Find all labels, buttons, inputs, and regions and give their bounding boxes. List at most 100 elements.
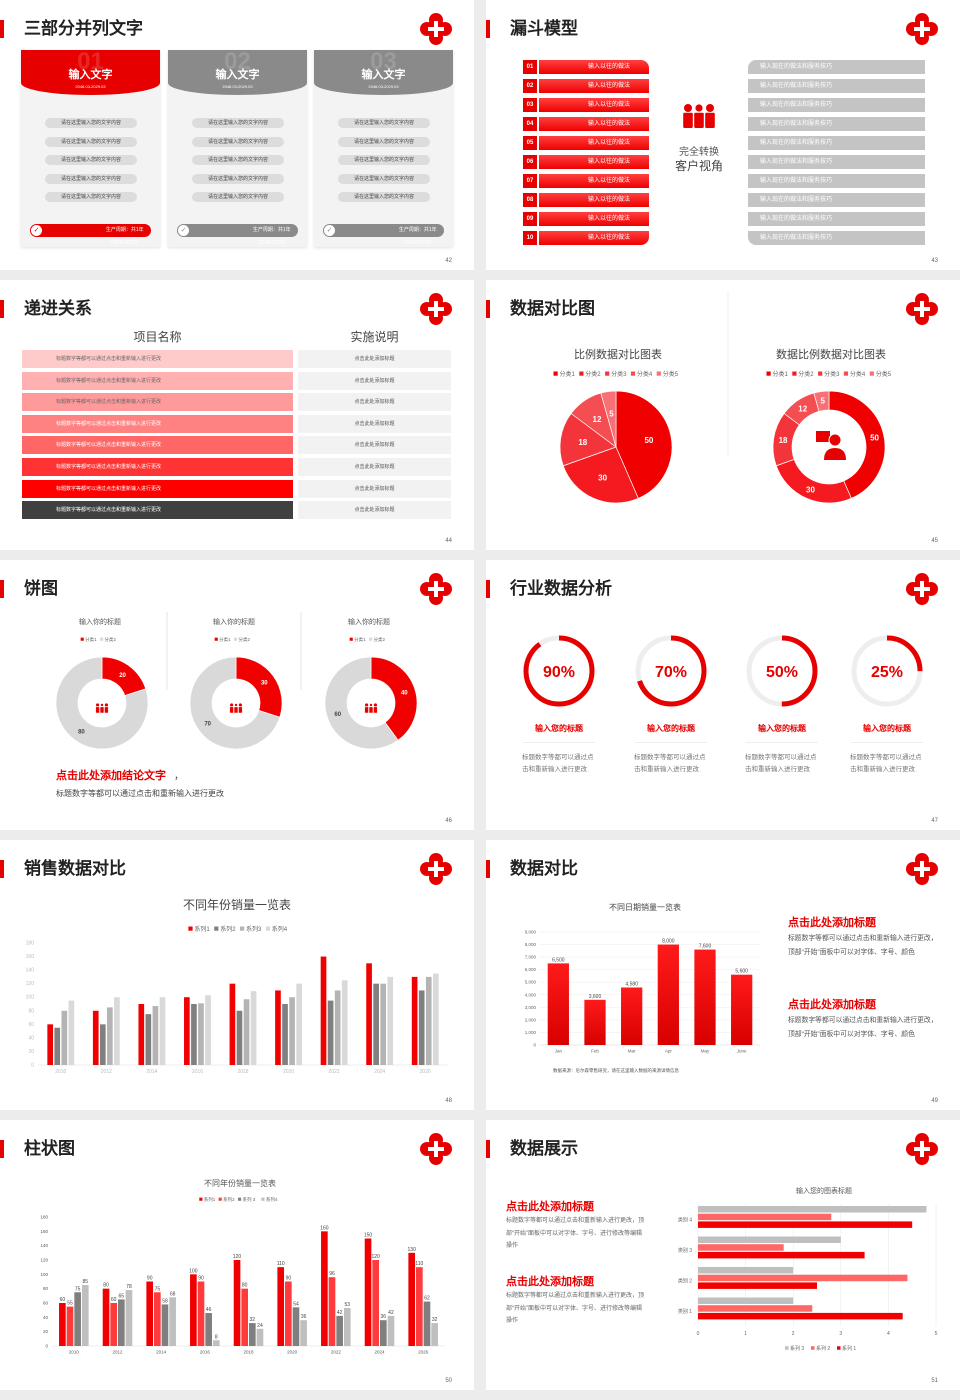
slide-content: 不同年份销量一览表 系列1 系列2 系列 3 系列4 0 20 40 60 80 100 120 140… (0, 1120, 474, 1390)
slide-content: 输入您的图表标题 0 1 2 3 4 5 类别 1 类别 2 类别 3 类别 4 系列 3 系列 2 系列… (486, 1120, 960, 1390)
data-label: 96 (329, 1271, 335, 1277)
legend-swatch (188, 926, 193, 931)
slide-title: 数据对比 (510, 859, 578, 878)
bar-类别 3-系列 3 (698, 1236, 841, 1243)
agent-head (828, 433, 842, 447)
card-item: 请在这里输入您的文字内容 (338, 155, 430, 165)
data-label: 53 (345, 1302, 351, 1308)
x-tick-label: 3 (839, 1331, 842, 1337)
person-head (368, 702, 373, 707)
bar-2022-系列2 (327, 1000, 334, 1065)
data-label: 20 (119, 673, 126, 679)
block-text: 标题数字等都可以通过点击和重新输入进行更改，顶部“开始”面板中可以对字体、字号、… (506, 1218, 645, 1249)
person-head (100, 702, 105, 707)
bar-2014-系列4 (169, 1297, 176, 1346)
old-practice-row: 输入以往的做法 (539, 79, 649, 93)
progress-row: 标题数字等都可以通过点击和重新输入进行更改 (22, 501, 293, 520)
legend-swatch (369, 637, 373, 641)
legend-swatch (811, 1346, 815, 1350)
slide-title: 三部分并列文字 (24, 19, 143, 38)
x-tick-label: 2 (792, 1331, 795, 1337)
data-label: 30 (261, 681, 268, 687)
title-accent-bar (486, 1140, 490, 1158)
card-number: 03 (370, 48, 397, 75)
data-label: 85 (83, 1279, 89, 1285)
bar-2024-系列4 (387, 1315, 395, 1346)
slide-45: 数据对比图 45 比例数据对比图表 分类1 分类2 分类3 分类4 分类5 50 30 18 12 5 数… (486, 280, 960, 550)
gauge-text: 标题数字等都可以通过点击和重新输入进行更改 (745, 754, 817, 773)
bar-Mar-value (621, 987, 643, 1045)
legend-label: 分类5 (663, 370, 679, 378)
legend-label: 分类2 (105, 636, 117, 643)
new-practice-row: 输入现在的做法和服务技巧 (748, 212, 925, 226)
logo-cross-h (428, 307, 444, 311)
data-label: 46 (206, 1307, 212, 1313)
legend-label: 系列2 (220, 925, 236, 933)
check-circle-icon: ✓ (178, 225, 189, 236)
data-label: 75 (75, 1286, 81, 1292)
card-item: 请在这里输入您的文字内容 (192, 155, 284, 165)
customer-service-icon (816, 431, 846, 460)
bar-2016-系列1 (184, 997, 190, 1065)
card-item: 请在这里输入您的文字内容 (45, 118, 137, 128)
data-label: 80 (103, 1283, 109, 1289)
card-item: 请在这里输入您的文字内容 (45, 155, 137, 165)
card-item: 请在这里输入您的文字内容 (192, 136, 284, 147)
progress-row: 标题数字等都可以通过点击和重新输入进行更改 (22, 393, 293, 412)
logo-cross-h (914, 27, 930, 31)
data-label: 12 (798, 404, 807, 413)
x-tick-label: June (737, 1049, 747, 1054)
bar-2010-系列1 (59, 1303, 66, 1346)
person-head (96, 703, 100, 707)
bar-2026-系列1 (411, 976, 418, 1065)
row-number: 05 (523, 136, 537, 150)
title-accent-bar (486, 860, 490, 878)
x-tick-label: 2012 (101, 1069, 112, 1075)
progress-row: 标题数字等都可以通过点击和重新输入进行更改 (22, 436, 293, 455)
data-label: 30 (806, 485, 815, 494)
bar-2010-系列3 (61, 1010, 68, 1065)
red-cross-heart-icon (420, 853, 452, 885)
card-header (314, 50, 453, 95)
row-number: 04 (523, 117, 537, 131)
center-label-top: 完全转换 (679, 147, 719, 158)
page-number: 48 (445, 1098, 452, 1104)
card-footer: ✓ 生产周期：共1年（2048-2029） (177, 224, 298, 246)
card-item: 请在这里输入您的文字内容 (338, 192, 430, 202)
person-body (368, 706, 374, 714)
slide-title: 递进关系 (24, 299, 92, 318)
card-number: 02 (224, 48, 251, 75)
gauge-percent: 90% (543, 664, 575, 681)
card-header (168, 50, 307, 95)
gauge-fill (635, 635, 707, 707)
gauge-divider (635, 742, 707, 743)
red-cross-heart-icon (420, 293, 452, 325)
chart-title: 不同年份销量一览表 (183, 897, 291, 912)
bar-Apr-value (657, 944, 679, 1045)
bar-2010-系列1 (47, 1024, 54, 1065)
new-practice-row: 输入现在的做法和服务技巧 (748, 193, 925, 207)
gauge-title: 输入您的标题 (647, 724, 695, 733)
legend-swatch (553, 371, 558, 376)
old-practice-row: 输入以往的做法 (539, 117, 649, 131)
new-practice-row: 输入现在的做法和服务技巧 (748, 60, 925, 74)
x-tick-label: 2016 (200, 1350, 211, 1355)
red-cross-heart-icon (420, 573, 452, 605)
page-number: 50 (445, 1378, 452, 1384)
chart-title: 输入您的图表标题 (796, 1186, 852, 1195)
slide-graphics: 90% 70% 50% 25% (523, 635, 923, 707)
bar-2016-系列1 (190, 1274, 197, 1346)
bar-2010-系列4 (81, 1285, 89, 1346)
x-tick-label: 2022 (329, 1069, 340, 1075)
slide-graphics: 不同日期销量一览表 0 1,000 2,000 3,000 4,000 5,000 6,000… (525, 902, 760, 1054)
page-number: 43 (931, 258, 938, 264)
person-head (373, 703, 377, 707)
x-tick-label: 2018 (237, 1069, 248, 1075)
row-number: 09 (523, 212, 537, 226)
bar-2024-系列2 (373, 983, 379, 1065)
y-tick-label: 7,000 (525, 955, 537, 960)
data-label: 5 (820, 397, 825, 406)
title-accent-bar (0, 860, 4, 878)
data-label: 55 (67, 1301, 73, 1307)
new-practice-row: 输入现在的做法和服务技巧 (748, 174, 925, 188)
